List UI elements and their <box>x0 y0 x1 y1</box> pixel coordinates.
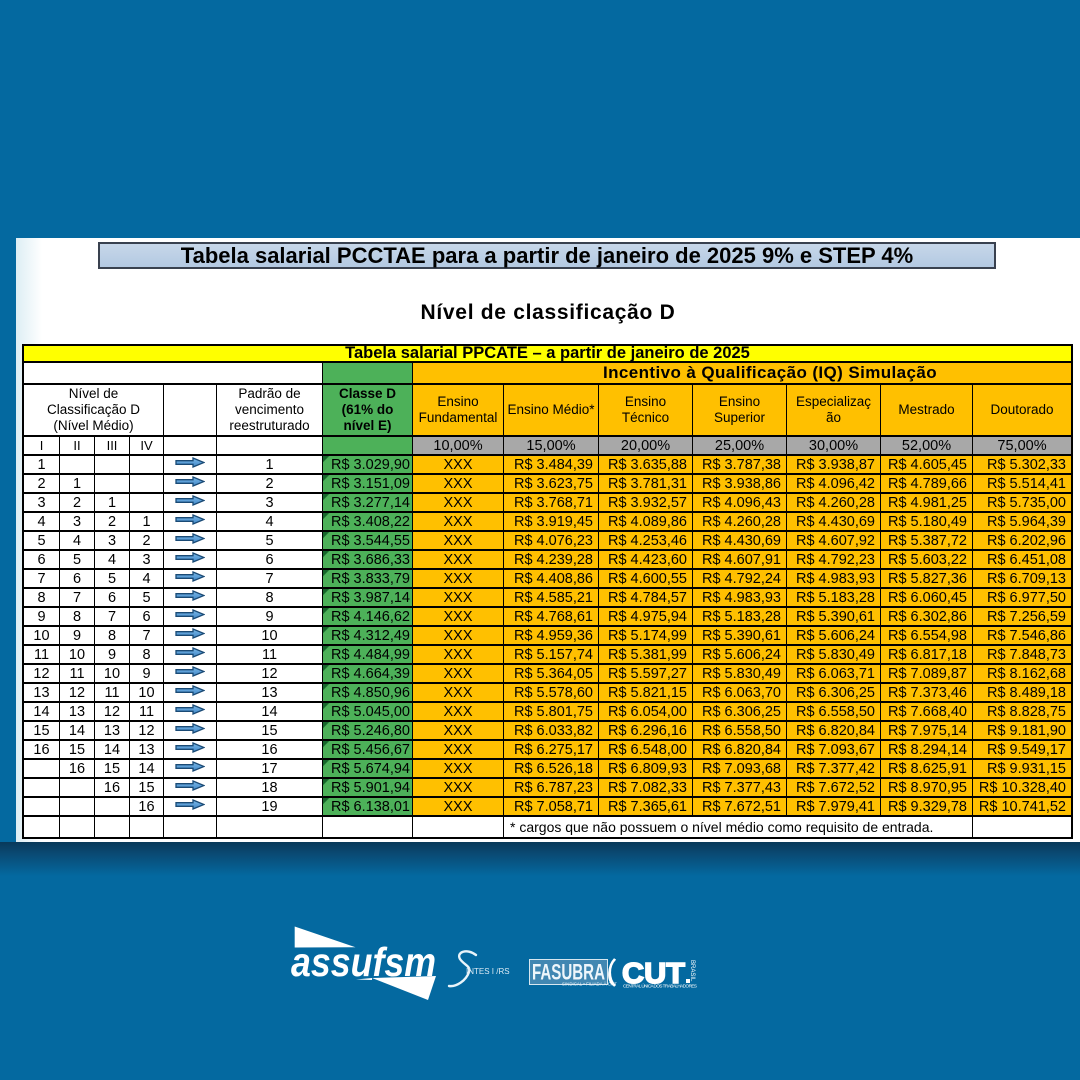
svg-text:CENTRAL ÚNICA DOS TRABALHADORE: CENTRAL ÚNICA DOS TRABALHADORES <box>623 983 697 989</box>
svg-text:assufsm: assufsm <box>291 939 436 985</box>
svg-text:SINDICAL • FILIADA À CUT: SINDICAL • FILIADA À CUT <box>562 982 617 987</box>
svg-text:BRASIL: BRASIL <box>689 960 695 982</box>
svg-text:INTES I /RS: INTES I /RS <box>466 967 510 976</box>
svg-text:FASUBRA: FASUBRA <box>532 960 605 985</box>
svg-text:CUT: CUT <box>622 958 685 990</box>
